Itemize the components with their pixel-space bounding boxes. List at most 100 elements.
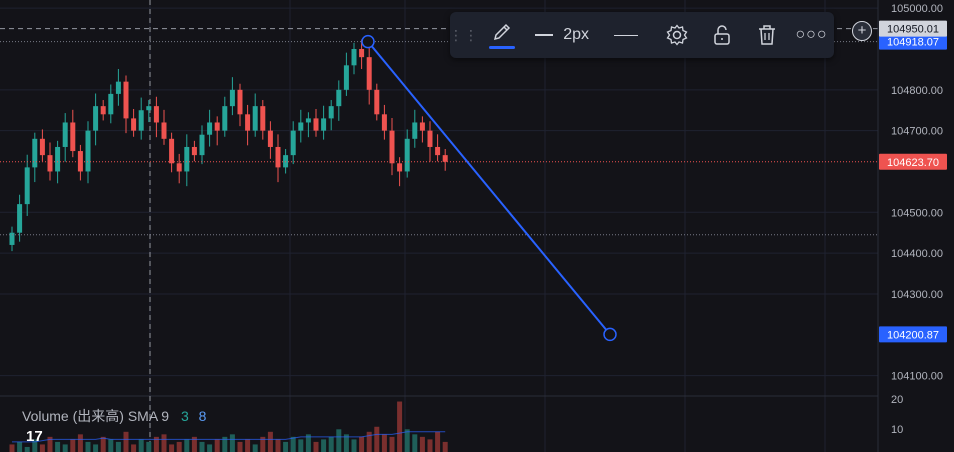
candle-body [169, 138, 175, 164]
volume-bar [245, 439, 251, 452]
high-line-badge: 104918.07 [887, 37, 939, 49]
crosshair-lines [0, 0, 878, 452]
volume-bar [191, 436, 197, 452]
candle-body [184, 146, 190, 172]
volume-bar [100, 436, 106, 452]
volume-bar [252, 444, 258, 452]
volume-axis-tick-label: 10 [891, 424, 903, 436]
volume-bar [290, 436, 296, 452]
pencil-button[interactable] [478, 12, 527, 58]
volume-bar [260, 436, 266, 452]
candle-body [397, 163, 403, 172]
candle-body [17, 204, 23, 233]
volume-bar [442, 441, 448, 452]
horizontal-lines [0, 41, 878, 236]
volume-sma-line [12, 431, 446, 443]
candle-body [229, 89, 235, 107]
volume-bar [389, 436, 395, 452]
volume-bar [169, 444, 175, 452]
candle-body [55, 146, 61, 172]
candle-body [9, 232, 15, 245]
candle-body [313, 118, 319, 131]
volume-bar [275, 439, 281, 452]
candle-body [305, 118, 311, 123]
candle-body [85, 130, 91, 172]
candle-body [328, 106, 334, 119]
settings-button[interactable] [654, 12, 699, 58]
price-axis: 105000.00 104800.00 104700.00 104500.00 1044… [877, 0, 954, 452]
last-price-badge-bg [879, 153, 947, 170]
volume-bar [237, 441, 243, 452]
candle-body [290, 130, 296, 156]
line-width-button[interactable]: 2px [527, 12, 597, 58]
volume-bar [412, 434, 418, 452]
candle-body [47, 155, 53, 172]
volume-bar [313, 441, 319, 452]
line-width-icon [535, 34, 554, 36]
volume-bar [123, 431, 129, 452]
volume-bar [328, 436, 334, 452]
add-alert-plus-icon[interactable]: + [852, 21, 872, 41]
candle-body [427, 130, 433, 147]
candle-body [260, 106, 266, 131]
volume-bar [435, 431, 441, 452]
volume-bar [419, 436, 425, 452]
volume-bar [359, 436, 365, 452]
drag-handle-icon[interactable]: ⋮⋮ [449, 27, 479, 43]
volume-bar [214, 439, 220, 452]
trendline [367, 40, 611, 336]
price-axis-tick-label: 104400.00 [891, 248, 943, 260]
candle-body [77, 151, 83, 172]
pencil-icon [494, 23, 511, 41]
price-axis-tick-label: 104300.00 [891, 289, 943, 301]
lock-button[interactable] [699, 12, 744, 58]
candle-body [214, 122, 220, 131]
volume-bar [305, 434, 311, 452]
candle-body [199, 134, 205, 156]
volume-series [9, 401, 448, 452]
candle-body [267, 130, 273, 147]
candle-body [404, 138, 410, 172]
volume-bar [9, 444, 15, 452]
volume-value-2: 8 [198, 408, 207, 424]
price-axis-tick-label: 104700.00 [891, 126, 943, 138]
volume-bar [55, 441, 61, 452]
price-axis-tick-label: 104800.00 [891, 85, 943, 97]
crosshair-price-badge: 104950.01 [887, 24, 939, 36]
volume-value-1: 3 [180, 408, 189, 424]
volume-bar [207, 444, 213, 452]
high-line-badge-bg [879, 33, 947, 50]
volume-bar [146, 441, 152, 452]
candle-body [100, 106, 106, 115]
candle-body [252, 106, 258, 131]
candle-body [435, 146, 441, 156]
candle-body [275, 146, 281, 168]
volume-bar [138, 439, 144, 452]
unlock-icon [713, 25, 730, 45]
candle-body [351, 48, 357, 66]
volume-bar [62, 444, 68, 452]
trendline-drawing [361, 34, 617, 342]
candle-body [93, 106, 99, 131]
volume-bar [336, 429, 342, 452]
volume-legend-label: Volume (出来高) [22, 408, 124, 424]
price-axis-tick-label: 104500.00 [891, 207, 943, 219]
last-price-badge: 104623.70 [887, 157, 939, 169]
volume-bar [39, 444, 45, 452]
candle-body [108, 93, 114, 115]
candle-body [146, 106, 152, 111]
tradingview-logo[interactable]: 17 [26, 428, 43, 445]
delete-button[interactable] [744, 12, 789, 58]
more-horizontal-icon[interactable]: ○○○ [795, 26, 828, 43]
volume-bar [199, 441, 205, 452]
volume-bar [222, 436, 228, 452]
line-style-icon [613, 34, 638, 36]
volume-bar [70, 439, 76, 452]
candle-body [70, 122, 76, 152]
volume-bar [131, 444, 137, 452]
volume-bar [351, 439, 357, 452]
line-style-button[interactable] [597, 12, 654, 58]
price-axis-bg [878, 0, 954, 452]
line-width-label: 2px [563, 26, 590, 43]
